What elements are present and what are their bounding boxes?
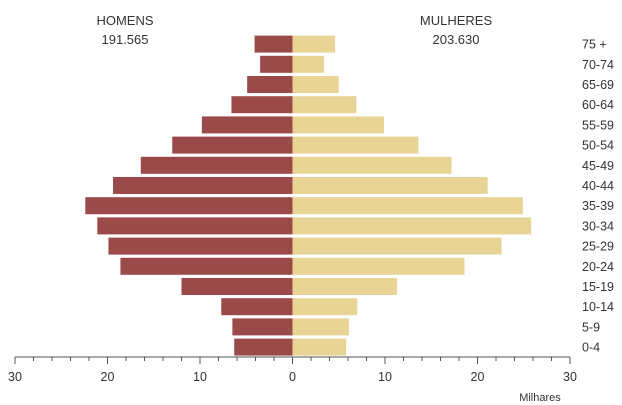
women-total: 203.630	[433, 32, 480, 47]
men-bar-30-34	[97, 217, 293, 235]
women-bar-55-59	[292, 116, 385, 134]
women-header: MULHERES	[420, 13, 493, 28]
men-bar-40-44	[113, 177, 293, 194]
age-label: 0-4	[582, 341, 600, 355]
women-bar-25-29	[292, 237, 502, 255]
age-label: 30-34	[582, 219, 614, 233]
x-tick-label: 10	[193, 370, 207, 384]
women-bar-70-74	[292, 55, 324, 73]
men-bar-45-49	[140, 156, 293, 174]
women-bar-65-69	[292, 76, 339, 93]
age-label: 25-29	[582, 240, 614, 254]
age-label: 5-9	[582, 320, 600, 334]
women-bar-20-24	[292, 257, 465, 275]
women-bar-0-4	[292, 338, 347, 356]
x-tick-label: 20	[471, 370, 485, 384]
men-bar-60-64	[231, 96, 293, 114]
women-bar-10-14	[292, 298, 358, 316]
women-bar-50-54	[292, 136, 419, 154]
age-label: 20-24	[582, 260, 614, 274]
men-bar-15-19	[181, 278, 293, 295]
age-label: 55-59	[582, 118, 614, 132]
age-label: 70-74	[582, 58, 614, 72]
men-bar-65-69	[247, 76, 293, 93]
x-tick-label: 30	[563, 370, 577, 384]
men-bar-10-14	[221, 298, 293, 316]
women-bar-5-9	[292, 318, 349, 336]
men-bar-25-29	[108, 237, 293, 255]
age-label: 10-14	[582, 300, 614, 314]
age-label: 40-44	[582, 179, 614, 193]
x-axis-label: Milhares	[519, 392, 561, 404]
x-tick-label: 0	[289, 370, 296, 384]
age-label: 50-54	[582, 139, 614, 153]
men-total: 191.565	[102, 32, 149, 47]
age-labels: 0-4 5-9 10-14 15-19 20-24 25-29 30-34 35-39 40-4…	[582, 38, 614, 355]
women-bar-60-64	[292, 96, 357, 114]
men-header: HOMENS	[96, 13, 153, 28]
men-bar-5-9	[232, 318, 293, 336]
men-bar-75+	[254, 35, 293, 53]
x-axis: 30 20 10 0 10 20 30	[8, 356, 577, 384]
men-bar-50-54	[172, 136, 293, 154]
bars-group	[85, 35, 532, 356]
age-label: 15-19	[582, 280, 614, 294]
age-label: 75 +	[582, 38, 607, 52]
women-bar-15-19	[292, 278, 398, 295]
women-bar-75+	[292, 35, 336, 53]
age-label: 35-39	[582, 199, 614, 213]
age-label: 60-64	[582, 98, 614, 112]
women-bar-45-49	[292, 156, 452, 174]
women-bar-30-34	[292, 217, 532, 235]
age-label: 45-49	[582, 159, 614, 173]
x-tick-label: 30	[8, 370, 22, 384]
x-tick-label: 20	[101, 370, 115, 384]
men-bar-35-39	[85, 197, 293, 215]
men-bar-55-59	[201, 116, 293, 134]
women-bar-40-44	[292, 177, 488, 194]
age-label: 65-69	[582, 78, 614, 92]
x-tick-label: 10	[378, 370, 392, 384]
men-bar-70-74	[260, 55, 293, 73]
men-bar-0-4	[234, 338, 293, 356]
men-bar-20-24	[120, 257, 293, 275]
women-bar-35-39	[292, 197, 523, 215]
